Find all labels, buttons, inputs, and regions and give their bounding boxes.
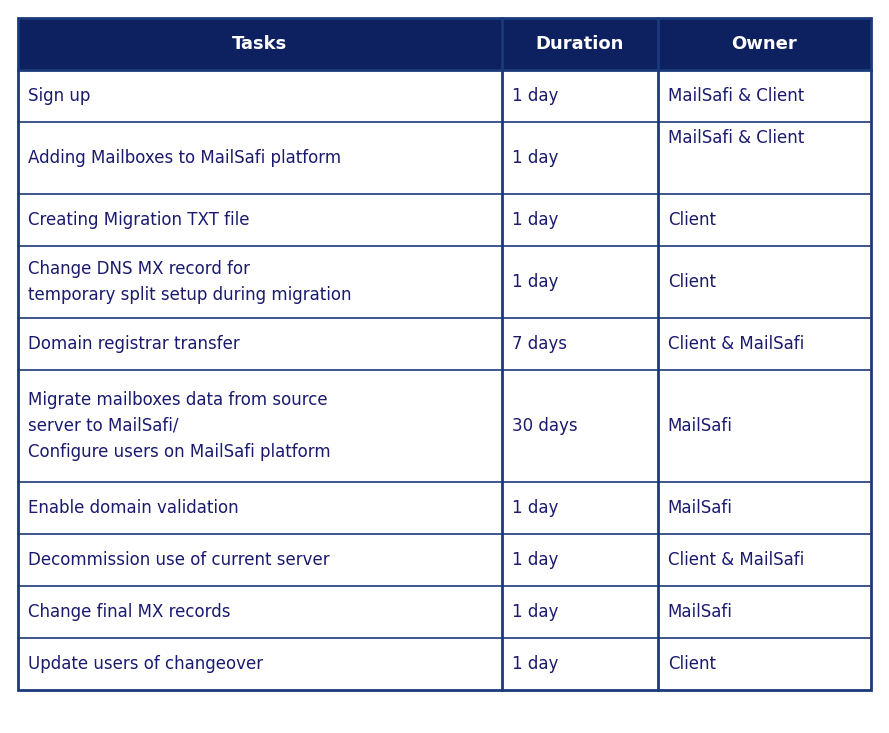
Bar <box>18 534 871 586</box>
Text: Client: Client <box>668 211 716 229</box>
Text: 7 days: 7 days <box>512 335 566 353</box>
Text: 1 day: 1 day <box>512 655 558 673</box>
Text: Update users of changeover: Update users of changeover <box>28 655 263 673</box>
Text: 30 days: 30 days <box>512 417 577 435</box>
Text: MailSafi & Client: MailSafi & Client <box>668 129 804 147</box>
Text: MailSafi & Client: MailSafi & Client <box>668 87 804 105</box>
Text: 1 day: 1 day <box>512 273 558 291</box>
Bar <box>18 246 871 318</box>
Text: 1 day: 1 day <box>512 499 558 517</box>
Text: MailSafi: MailSafi <box>668 499 733 517</box>
Bar <box>18 638 871 690</box>
Text: Duration: Duration <box>535 35 624 53</box>
Text: 1 day: 1 day <box>512 603 558 621</box>
Text: Tasks: Tasks <box>232 35 287 53</box>
Bar <box>18 482 871 534</box>
Text: Sign up: Sign up <box>28 87 91 105</box>
Text: Client & MailSafi: Client & MailSafi <box>668 335 804 353</box>
Bar <box>18 586 871 638</box>
Text: Enable domain validation: Enable domain validation <box>28 499 238 517</box>
Text: Client: Client <box>668 273 716 291</box>
Text: Migrate mailboxes data from source
server to MailSafi/
Configure users on MailSa: Migrate mailboxes data from source serve… <box>28 391 331 461</box>
Text: 1 day: 1 day <box>512 87 558 105</box>
Bar <box>18 122 871 194</box>
Text: Client: Client <box>668 655 716 673</box>
Text: Domain registrar transfer: Domain registrar transfer <box>28 335 240 353</box>
Bar <box>18 18 871 70</box>
Text: 1 day: 1 day <box>512 149 558 167</box>
Bar <box>18 318 871 370</box>
Bar <box>18 370 871 482</box>
Text: Adding Mailboxes to MailSafi platform: Adding Mailboxes to MailSafi platform <box>28 149 341 167</box>
Bar <box>18 194 871 246</box>
Text: 1 day: 1 day <box>512 211 558 229</box>
Text: Creating Migration TXT file: Creating Migration TXT file <box>28 211 250 229</box>
Text: Owner: Owner <box>732 35 797 53</box>
Text: MailSafi: MailSafi <box>668 603 733 621</box>
Text: 1 day: 1 day <box>512 551 558 569</box>
Text: MailSafi: MailSafi <box>668 417 733 435</box>
Text: Change DNS MX record for
temporary split setup during migration: Change DNS MX record for temporary split… <box>28 259 351 304</box>
Text: Client & MailSafi: Client & MailSafi <box>668 551 804 569</box>
Text: Decommission use of current server: Decommission use of current server <box>28 551 330 569</box>
Text: Change final MX records: Change final MX records <box>28 603 230 621</box>
Bar <box>18 70 871 122</box>
